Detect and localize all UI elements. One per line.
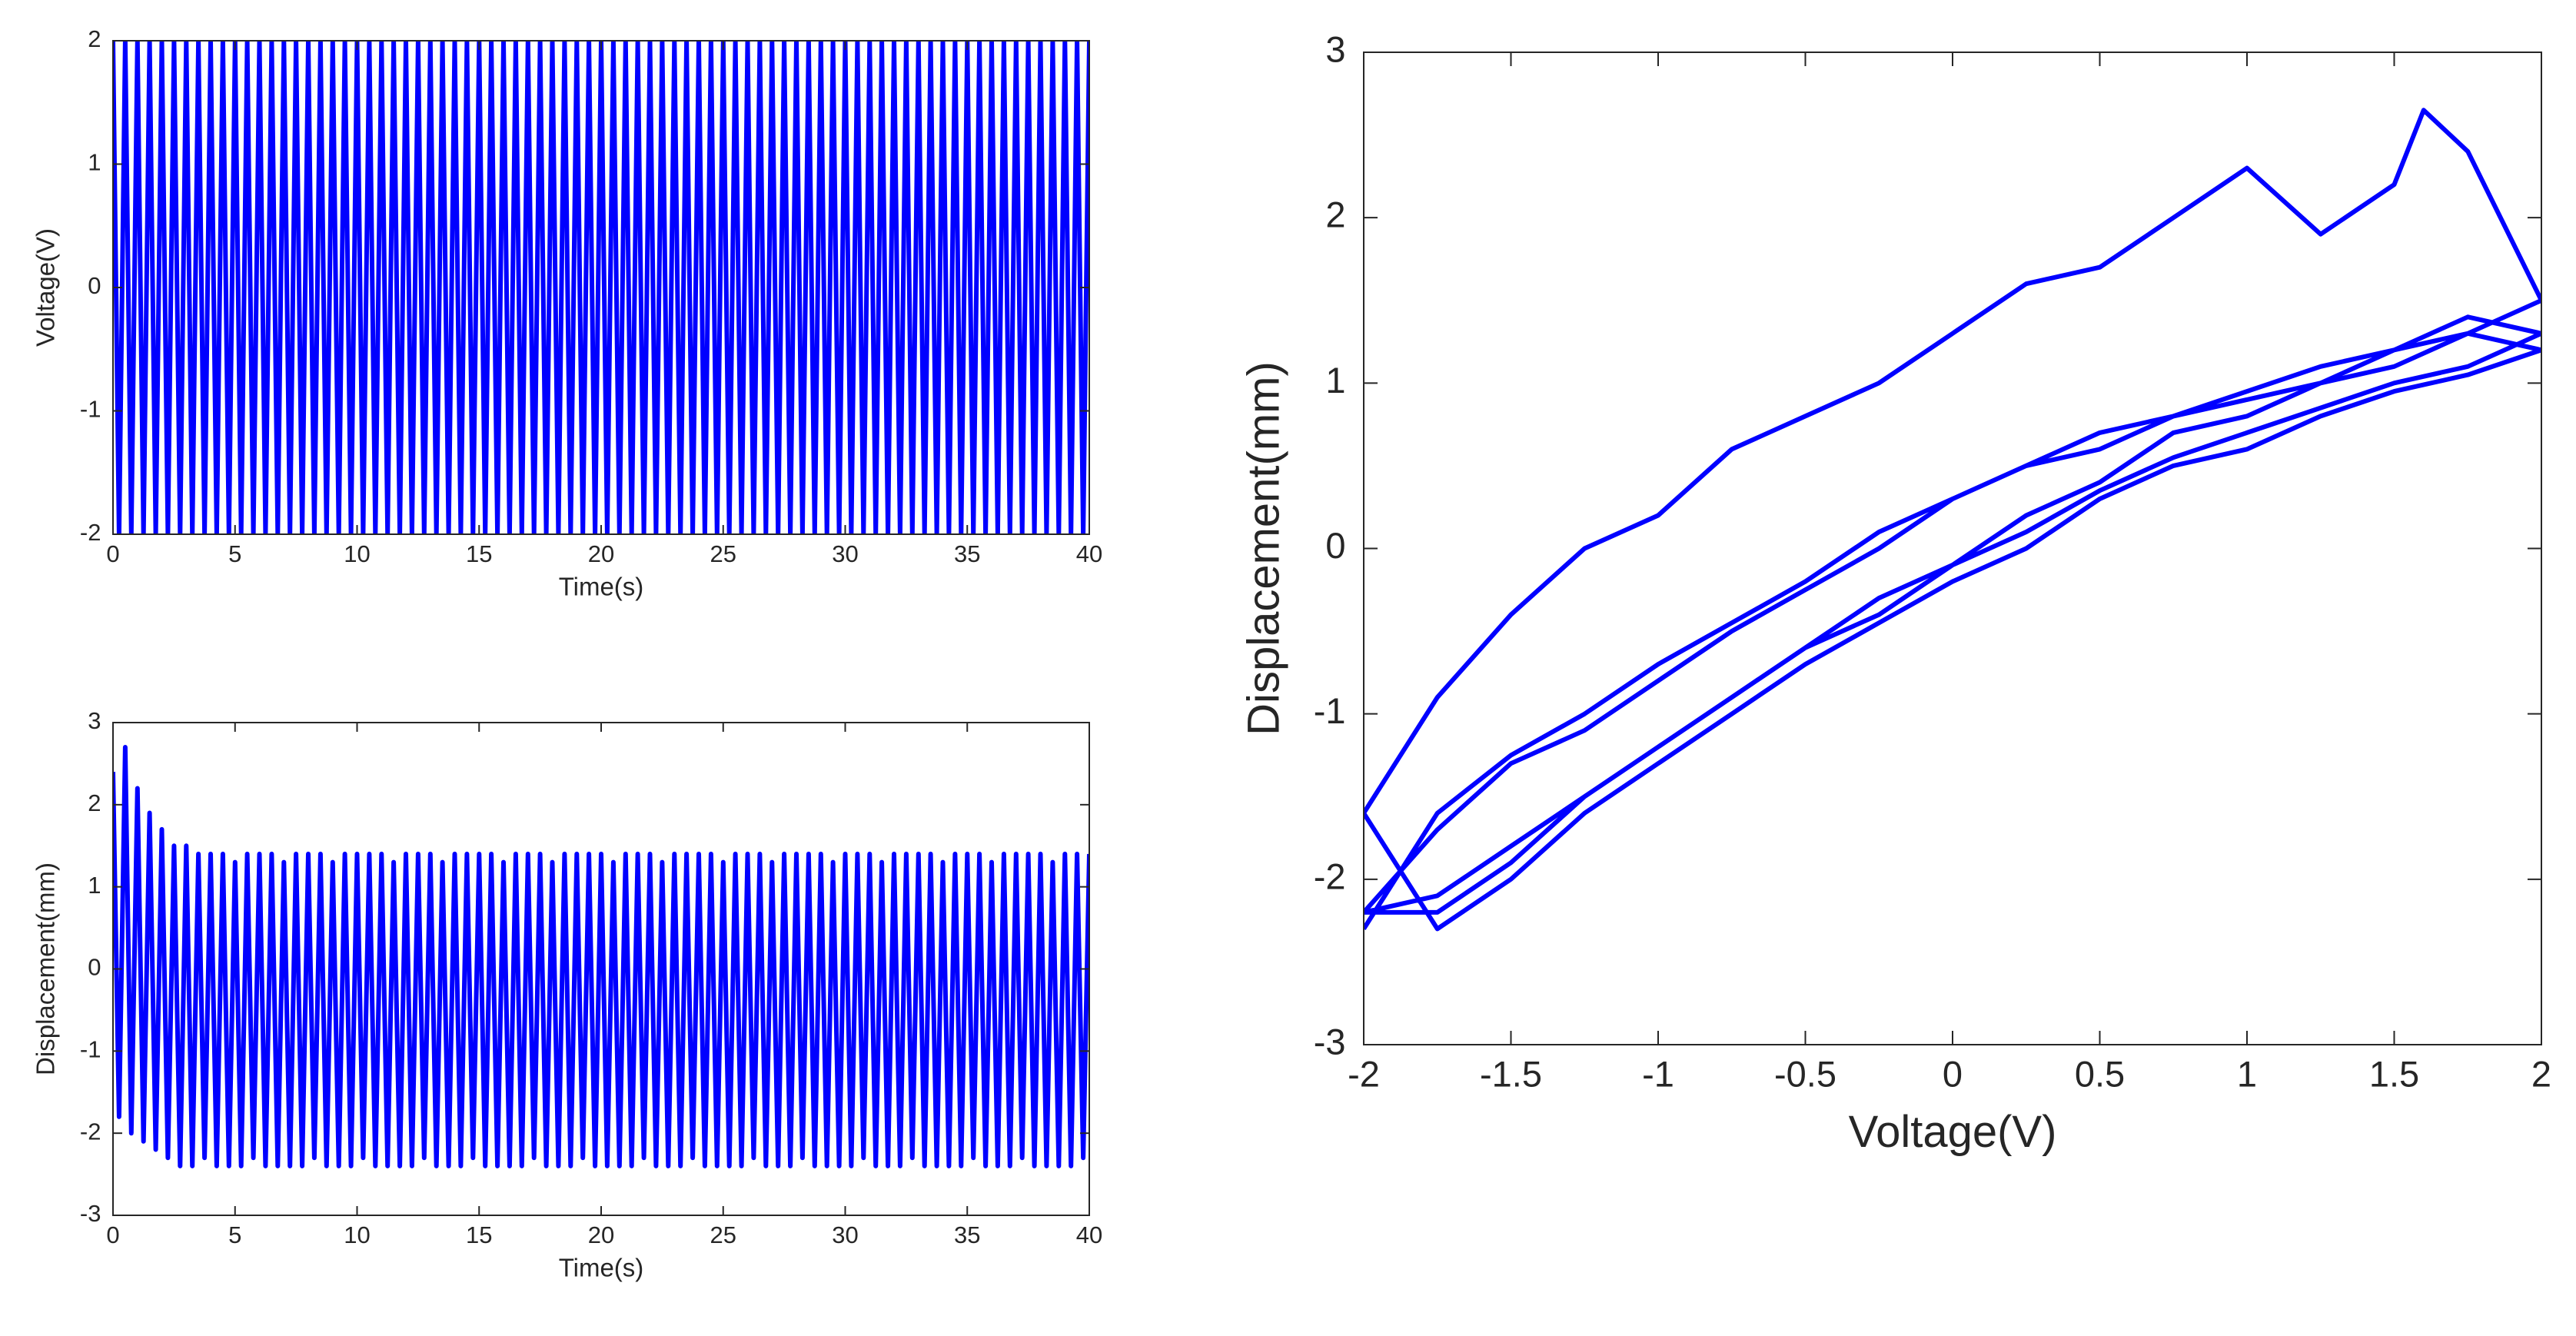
x-tick-label: 2 — [2531, 1054, 2551, 1095]
y-tick-label: -2 — [80, 1118, 101, 1145]
x-tick-label: 15 — [466, 540, 492, 567]
y-axis-label: Displacement(mm) — [1238, 361, 1288, 736]
x-tick-label: 0 — [106, 540, 119, 567]
y-tick-label: -3 — [80, 1200, 101, 1227]
y-tick-label: -1 — [80, 1036, 101, 1063]
y-tick-label: 1 — [88, 149, 101, 176]
x-tick-label: 25 — [710, 540, 736, 567]
x-axis-label: Voltage(V) — [1849, 1107, 2057, 1157]
x-tick-label: 20 — [588, 540, 614, 567]
x-tick-label: 40 — [1076, 540, 1102, 567]
x-tick-label: -0.5 — [1774, 1054, 1836, 1095]
x-tick-label: 0.5 — [2075, 1054, 2125, 1095]
x-tick-label: 5 — [228, 540, 241, 567]
x-tick-label: 10 — [344, 1221, 370, 1248]
y-tick-label: -1 — [80, 396, 101, 423]
y-tick-label: 3 — [1325, 28, 1345, 69]
y-tick-label: -2 — [1314, 856, 1346, 896]
y-tick-label: 3 — [88, 707, 101, 734]
x-tick-label: 25 — [710, 1221, 736, 1248]
y-axis-label: Voltage(V) — [32, 228, 60, 347]
y-tick-label: 0 — [88, 954, 101, 981]
y-tick-label: 1 — [1325, 360, 1345, 400]
x-axis-label: Time(s) — [559, 573, 644, 601]
x-tick-label: 10 — [344, 540, 370, 567]
axes-box — [1363, 52, 2542, 1045]
y-tick-label: 2 — [88, 789, 101, 816]
x-tick-label: 1.5 — [2369, 1054, 2419, 1095]
y-tick-label: 0 — [1325, 525, 1345, 566]
y-axis-label: Displacement(mm) — [32, 862, 60, 1075]
x-axis-label: Time(s) — [559, 1254, 644, 1282]
x-tick-label: 40 — [1076, 1221, 1102, 1248]
x-tick-label: 5 — [228, 1221, 241, 1248]
x-tick-label: 15 — [466, 1221, 492, 1248]
x-tick-label: 0 — [1943, 1054, 1963, 1095]
x-tick-label: 1 — [2237, 1054, 2257, 1095]
data-line — [113, 745, 1089, 1168]
y-tick-label: -3 — [1314, 1021, 1346, 1062]
x-tick-label: 0 — [106, 1221, 119, 1248]
y-tick-label: -2 — [80, 519, 101, 546]
y-tick-label: 2 — [1325, 194, 1345, 235]
y-tick-label: 1 — [88, 872, 101, 899]
x-tick-label: 30 — [832, 540, 858, 567]
x-tick-label: -1.5 — [1480, 1054, 1542, 1095]
x-tick-label: 35 — [954, 540, 980, 567]
data-line — [113, 41, 1089, 534]
x-tick-label: 35 — [954, 1221, 980, 1248]
x-tick-label: -1 — [1642, 1054, 1674, 1095]
y-tick-label: -1 — [1314, 690, 1346, 731]
x-tick-label: 30 — [832, 1221, 858, 1248]
data-line — [1364, 108, 2541, 932]
x-tick-label: -2 — [1348, 1054, 1380, 1095]
y-tick-label: 0 — [88, 272, 101, 299]
x-tick-label: 20 — [588, 1221, 614, 1248]
y-tick-label: 2 — [88, 25, 101, 52]
